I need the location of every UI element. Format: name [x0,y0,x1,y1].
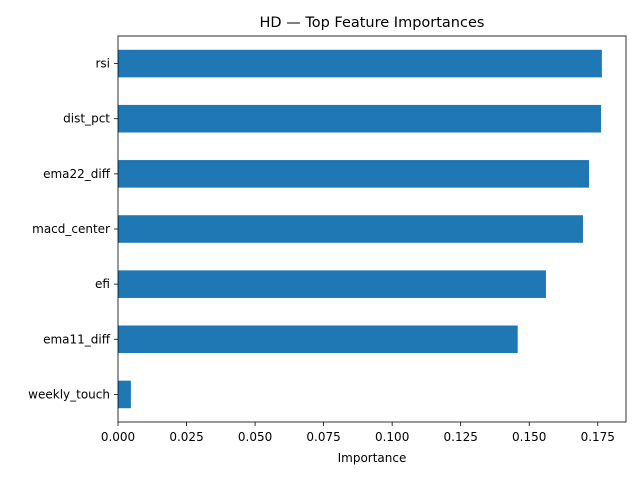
x-tick-label: 0.100 [375,430,409,444]
y-tick-label: ema11_diff [43,332,111,346]
x-tick-label: 0.050 [238,430,272,444]
plot-frame [117,35,627,423]
bar-weekly_touch [118,380,131,409]
x-tick-label: 0.125 [444,430,478,444]
y-tick-label: efi [95,277,110,291]
bar-rsi [118,49,602,78]
x-tick-label: 0.000 [101,430,135,444]
bar-ema11_diff [118,325,518,354]
x-axis-ticks: 0.000 0.025 0.050 0.075 0.100 0.125 0.150 0.175 [101,422,615,444]
bars-group [118,49,602,409]
x-tick-label: 0.025 [169,430,203,444]
y-tick-label: weekly_touch [28,387,110,401]
chart-title: HD — Top Feature Importances [260,15,485,31]
x-tick-label: 0.150 [512,430,546,444]
y-tick-label: macd_center [32,222,110,236]
bar-efi [118,270,546,298]
x-tick-label: 0.075 [306,430,340,444]
y-tick-label: dist_pct [63,112,110,126]
bar-dist_pct [118,104,602,133]
bar-ema22_diff [118,160,589,188]
x-tick-label: 0.175 [581,430,615,444]
axes-frame [117,35,627,423]
x-axis-title: Importance [338,451,407,465]
y-tick-label: ema22_diff [43,167,111,181]
y-tick-label: rsi [95,57,110,71]
bar-macd_center [118,215,583,243]
